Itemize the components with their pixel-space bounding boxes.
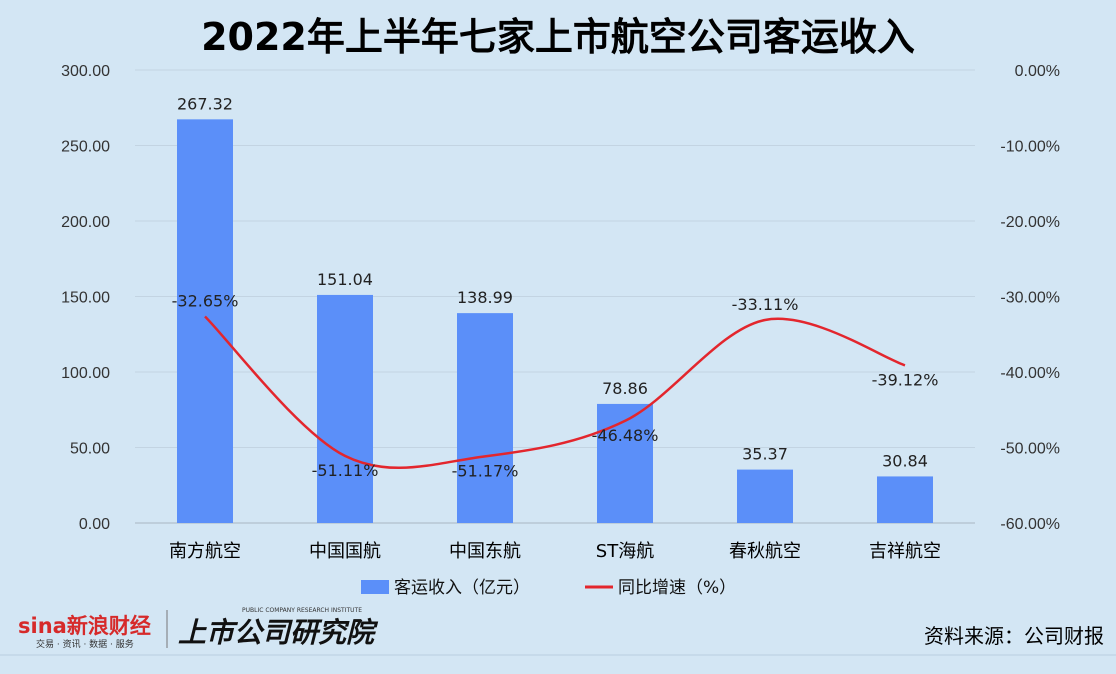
- bar: [737, 469, 793, 523]
- bar: [457, 313, 513, 523]
- category-label: 中国东航: [449, 541, 521, 562]
- category-label: 春秋航空: [729, 541, 801, 562]
- growth-rate-line: [204, 315, 906, 470]
- bar-data-label: 267.32: [177, 94, 233, 113]
- line-data-label: -51.11%: [312, 461, 379, 480]
- category-labels: 南方航空 中国国航 中国东航 ST海航 春秋航空 吉祥航空: [169, 541, 941, 562]
- institute-logo-en-text: PUBLIC COMPANY RESEARCH INSTITUTE: [242, 607, 362, 614]
- left-axis-ticks: 300.00 250.00 200.00 150.00 100.00 50.00 0.00: [61, 63, 110, 533]
- line-data-label: -32.65%: [172, 292, 239, 311]
- line-series: [204, 315, 906, 470]
- grid-lines: [135, 69, 975, 524]
- right-axis-tick-label: -40.00%: [1000, 365, 1060, 382]
- bar-data-label: 35.37: [742, 445, 788, 464]
- right-axis-tick-label: 0.00%: [1015, 63, 1060, 80]
- right-axis-tick-label: -20.00%: [1000, 214, 1060, 231]
- right-axis-tick-label: -50.00%: [1000, 441, 1060, 458]
- left-axis-tick-label: 200.00: [61, 214, 110, 231]
- bar: [177, 119, 233, 523]
- bar: [597, 403, 653, 523]
- category-label: 中国国航: [309, 541, 381, 562]
- category-label: 南方航空: [169, 541, 241, 562]
- right-axis-tick-label: -30.00%: [1000, 290, 1060, 307]
- line-data-label: -46.48%: [592, 426, 659, 445]
- legend-bar-label: 客运收入（亿元）: [394, 578, 530, 598]
- bar: [317, 294, 373, 523]
- line-data-labels: -32.65% -51.11% -51.17% -46.48% -33.11% -39.1…: [172, 292, 939, 481]
- sina-logo-text: sina新浪财经: [18, 614, 151, 638]
- bar-data-label: 151.04: [317, 270, 373, 289]
- left-axis-tick-label: 50.00: [70, 441, 110, 458]
- left-axis-tick-label: 100.00: [61, 365, 110, 382]
- sina-finance-logo: sina新浪财经 交易 · 资讯 · 数据 · 服务: [18, 614, 151, 650]
- sina-logo-subtext: 交易 · 资讯 · 数据 · 服务: [36, 638, 134, 650]
- left-axis-tick-label: 300.00: [61, 63, 110, 80]
- institute-logo: PUBLIC COMPANY RESEARCH INSTITUTE 上市公司研究…: [178, 607, 379, 649]
- legend: 客运收入（亿元） 同比增速（%）: [361, 578, 736, 598]
- right-axis-tick-label: -60.00%: [1000, 516, 1060, 533]
- line-data-label: -33.11%: [732, 295, 799, 314]
- legend-line-label: 同比增速（%）: [618, 578, 736, 598]
- bar-data-label: 138.99: [457, 288, 513, 307]
- left-axis-tick-label: 150.00: [61, 290, 110, 307]
- legend-bar-swatch: [361, 580, 389, 594]
- bar-series: [177, 119, 933, 523]
- category-label: ST海航: [596, 541, 654, 562]
- right-axis-ticks: 0.00% -10.00% -20.00% -30.00% -40.00% -50.00%…: [1000, 63, 1060, 533]
- bar-data-label: 78.86: [602, 379, 648, 398]
- source-note: 资料来源：公司财报: [924, 624, 1104, 648]
- left-axis-tick-label: 0.00: [79, 516, 110, 533]
- category-label: 吉祥航空: [869, 541, 941, 562]
- chart-title: 2022年上半年七家上市航空公司客运收入: [201, 15, 915, 59]
- line-data-label: -39.12%: [872, 370, 939, 389]
- bar-data-labels: 267.32 151.04 138.99 78.86 35.37 30.84: [177, 94, 928, 470]
- bar: [877, 476, 933, 523]
- right-axis-tick-label: -10.00%: [1000, 139, 1060, 156]
- line-data-label: -51.17%: [452, 461, 519, 480]
- bar-data-label: 30.84: [882, 451, 928, 470]
- institute-logo-text: 上市公司研究院: [178, 616, 379, 649]
- left-axis-tick-label: 250.00: [61, 139, 110, 156]
